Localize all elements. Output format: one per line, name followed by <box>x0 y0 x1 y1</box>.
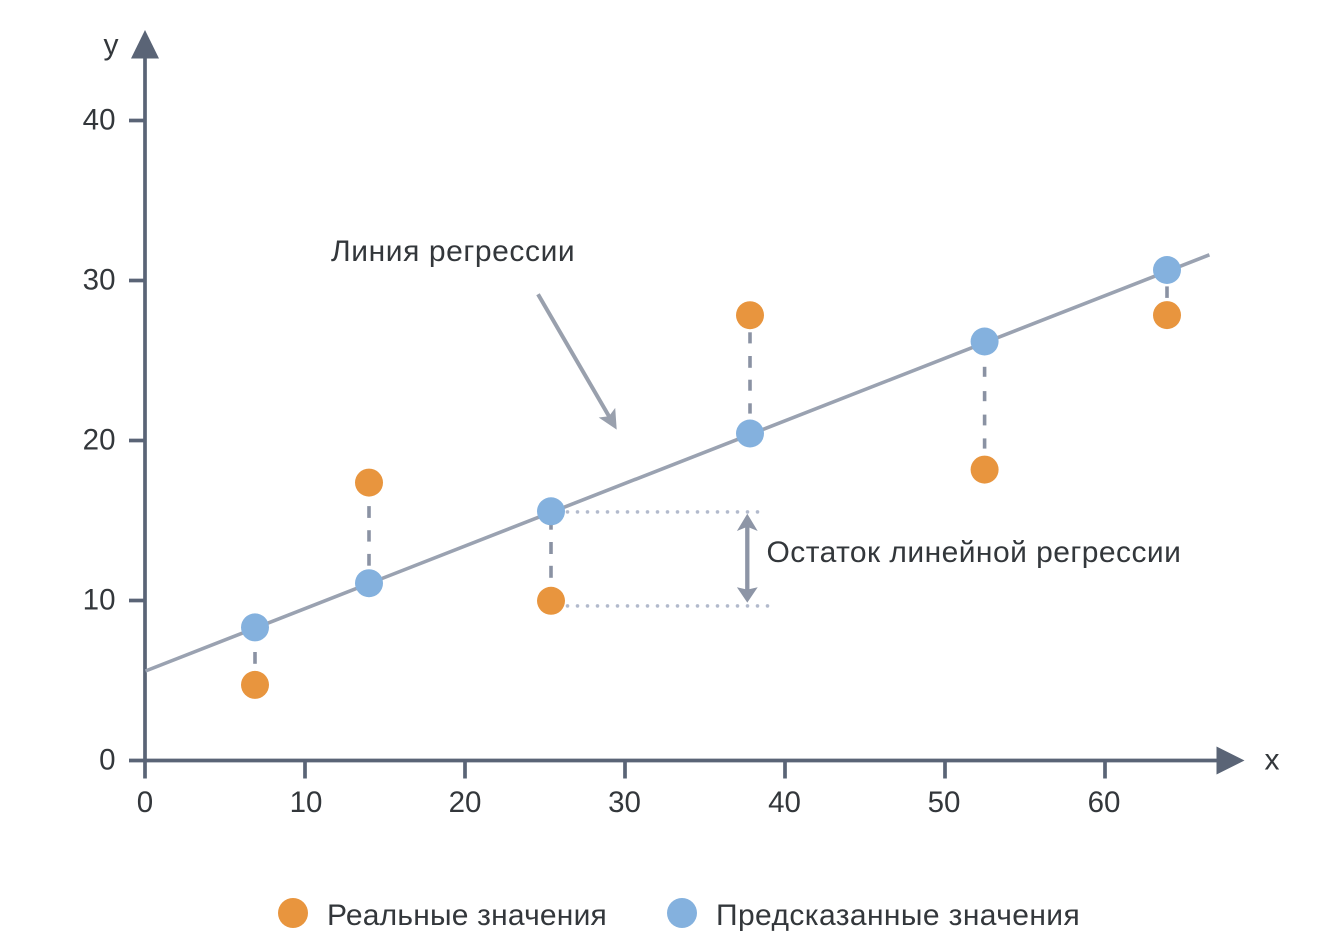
svg-text:40: 40 <box>83 104 116 137</box>
svg-text:10: 10 <box>83 584 116 617</box>
svg-text:20: 20 <box>449 786 482 819</box>
svg-text:0: 0 <box>99 744 115 777</box>
svg-text:50: 50 <box>928 786 961 819</box>
svg-text:x: x <box>1265 744 1280 777</box>
svg-text:30: 30 <box>83 264 116 297</box>
svg-text:Остаток линейной регрессии: Остаток линейной регрессии <box>767 536 1182 569</box>
svg-text:y: y <box>104 29 119 62</box>
svg-text:40: 40 <box>768 786 801 819</box>
svg-text:Предсказанные значения: Предсказанные значения <box>716 899 1080 932</box>
svg-text:20: 20 <box>83 424 116 457</box>
svg-text:60: 60 <box>1088 786 1121 819</box>
svg-text:10: 10 <box>290 786 323 819</box>
svg-text:0: 0 <box>137 786 153 819</box>
svg-text:Реальные значения: Реальные значения <box>327 899 607 932</box>
svg-text:Линия регрессии: Линия регрессии <box>331 235 575 268</box>
svg-text:30: 30 <box>608 786 641 819</box>
